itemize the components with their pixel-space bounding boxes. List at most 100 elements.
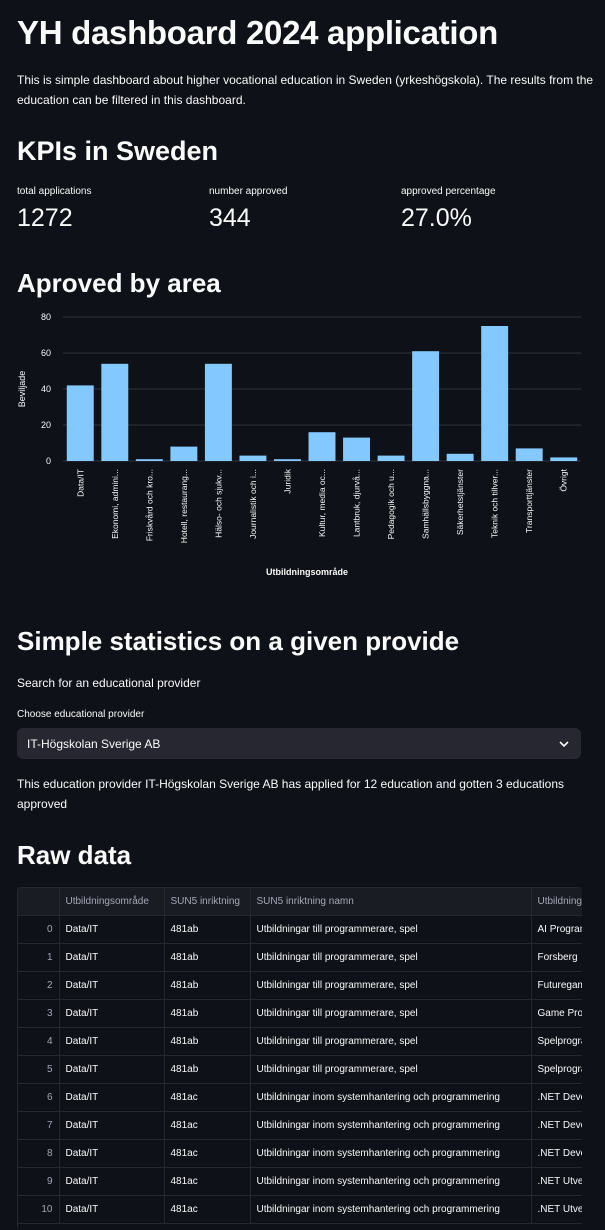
column-header[interactable]: Utbildningsområde — [59, 888, 165, 916]
row-index[interactable]: 6 — [18, 1083, 60, 1112]
table-cell[interactable]: 481ab — [164, 943, 251, 972]
x-tick-label: Data/IT — [75, 469, 85, 497]
row-index[interactable]: 0 — [18, 915, 60, 944]
bar — [515, 448, 543, 461]
y-tick-label: 20 — [41, 420, 51, 430]
table-cell[interactable]: Utbildningar inom systemhantering och pr… — [250, 1195, 532, 1224]
table-cell[interactable]: 481ab — [164, 999, 251, 1028]
table-row: 8 Data/IT 481ac Utbildningar inom systemhan… — [18, 1139, 582, 1168]
table-cell[interactable]: 481ac — [164, 1139, 251, 1168]
column-header[interactable]: SUN5 inriktning namn — [250, 888, 532, 916]
table-cell[interactable]: Spelprogrammerare — [531, 1055, 582, 1084]
x-tick-label: Samhällsbyggna... — [421, 469, 431, 539]
provider-select-value: IT-Högskolan Sverige AB — [27, 736, 161, 751]
table-cell[interactable]: .NET Developer — [531, 1139, 582, 1168]
bar — [412, 351, 440, 461]
chevron-down-icon[interactable] — [557, 737, 571, 751]
table-row: 6 Data/IT 481ac Utbildningar inom systemhan… — [18, 1083, 582, 1112]
provider-select[interactable]: IT-Högskolan Sverige AB — [17, 728, 581, 759]
x-tick-label: Ekonomi, admini... — [110, 469, 120, 539]
table-cell[interactable]: 481ac — [164, 1111, 251, 1140]
raw-data-heading: Raw data — [17, 840, 132, 870]
table-cell[interactable]: Data/IT — [59, 1167, 165, 1196]
row-index[interactable]: 9 — [18, 1167, 60, 1196]
table-cell[interactable]: Data/IT — [59, 1055, 165, 1084]
table-cell[interactable]: .NET Developer — [531, 1083, 582, 1112]
table-cell[interactable]: 481ab — [164, 1055, 251, 1084]
table-cell[interactable]: Spelprogrammerare — [531, 1027, 582, 1056]
row-index[interactable]: 1 — [18, 943, 60, 972]
row-index[interactable]: 10 — [18, 1195, 60, 1224]
table-cell[interactable]: Data/IT — [59, 915, 165, 944]
column-header-index[interactable] — [18, 888, 60, 916]
x-tick-label: Transporttjänster — [524, 469, 534, 533]
row-index[interactable]: 3 — [18, 999, 60, 1028]
table-cell[interactable]: Utbildningar till programmerare, spel — [250, 999, 532, 1028]
table-cell[interactable]: Utbildningar inom systemhantering och pr… — [250, 1139, 532, 1168]
table-cell[interactable]: Data/IT — [59, 1195, 165, 1224]
table-cell[interactable]: .NET Utvecklare — [531, 1195, 582, 1224]
table-cell[interactable]: 481ab — [164, 971, 251, 1000]
table-cell[interactable]: 481ac — [164, 1167, 251, 1196]
table-cell[interactable]: Data/IT — [59, 1139, 165, 1168]
table-cell[interactable]: Data/IT — [59, 1111, 165, 1140]
row-index[interactable]: 2 — [18, 971, 60, 1000]
x-tick-label: Lantbruk, djurvå... — [352, 469, 362, 537]
bar — [66, 385, 94, 461]
bar — [377, 455, 405, 461]
table-cell[interactable]: 481ab — [164, 1027, 251, 1056]
column-header[interactable]: SUN5 inriktning — [164, 888, 251, 916]
bar — [343, 437, 371, 461]
x-tick-label: Säkerhetstjänster — [455, 469, 465, 535]
row-index[interactable]: 7 — [18, 1111, 60, 1140]
table-cell[interactable]: 481ac — [164, 1083, 251, 1112]
table-cell[interactable]: Data/IT — [59, 1027, 165, 1056]
table-cell[interactable]: Utbildningar till programmerare, spel — [250, 1027, 532, 1056]
row-index[interactable]: 8 — [18, 1139, 60, 1168]
x-tick-label: Juridik — [282, 468, 292, 493]
table-cell[interactable]: Utbildningar till programmerare, spel — [250, 971, 532, 1000]
table-cell[interactable]: 481ac — [164, 1195, 251, 1224]
table-cell[interactable]: Forsberg — [531, 943, 582, 972]
table-cell[interactable]: Data/IT — [59, 943, 165, 972]
search-provider-text: Search for an educational provider — [17, 676, 201, 690]
column-header[interactable]: Utbildningsnamn — [531, 888, 582, 916]
choose-provider-label: Choose educational provider — [17, 709, 145, 720]
y-tick-label: 0 — [46, 456, 51, 466]
table-cell[interactable]: Utbildningar inom systemhantering och pr… — [250, 1111, 532, 1140]
table-cell[interactable]: Utbildningar till programmerare, spel — [250, 1055, 532, 1084]
x-axis-label: Utbildningsområde — [266, 567, 348, 577]
table-row: 7 Data/IT 481ac Utbildningar inom systemhan… — [18, 1111, 582, 1140]
table-cell[interactable]: Utbildningar till programmerare, spel — [250, 915, 532, 944]
table-cell[interactable]: .NET Developer — [531, 1111, 582, 1140]
table-row: 1 Data/IT 481ab Utbildningar till programme… — [18, 943, 582, 972]
kpi-row: total applications 1272 number approved … — [17, 186, 581, 236]
x-tick-label: Journalistik och i... — [248, 469, 258, 539]
bar — [273, 459, 301, 461]
table-cell[interactable]: AI Programmer — [531, 915, 582, 944]
y-axis-label: Beviljade — [17, 371, 27, 408]
area-heading: Aproved by area — [17, 268, 221, 298]
row-index[interactable]: 5 — [18, 1055, 60, 1084]
table-cell[interactable]: Game Programmer — [531, 999, 582, 1028]
kpi-label: number approved — [209, 186, 288, 197]
table-cell[interactable]: Utbildningar inom systemhantering och pr… — [250, 1167, 532, 1196]
table-cell[interactable]: Data/IT — [59, 999, 165, 1028]
x-tick-label: Kultur, media oc... — [317, 469, 327, 537]
intro-text: This is simple dashboard about higher vo… — [17, 73, 594, 107]
bar — [446, 453, 474, 461]
row-index[interactable]: 4 — [18, 1027, 60, 1056]
table-cell[interactable]: Futuregames — [531, 971, 582, 1000]
table-header-row: Utbildningsområde SUN5 inriktning SUN5 i… — [18, 888, 582, 916]
table-cell[interactable]: Utbildningar inom systemhantering och pr… — [250, 1083, 532, 1112]
bar-chart-svg: 0 20 40 60 80 Data/IT Ekonomi, admini... Friskv… — [17, 312, 581, 577]
table-row: 9 Data/IT 481ac Utbildningar inom systemhan… — [18, 1167, 582, 1196]
table-cell[interactable]: Data/IT — [59, 971, 165, 1000]
table-cell[interactable]: 481ab — [164, 915, 251, 944]
raw-data-table[interactable]: Utbildningsområde SUN5 inriktning SUN5 i… — [17, 887, 582, 1230]
x-tick-label: Hotell, restaurang... — [179, 469, 189, 543]
table-cell[interactable]: .NET Utvecklare — [531, 1167, 582, 1196]
table-cell[interactable]: Data/IT — [59, 1083, 165, 1112]
kpi-value: 27.0% — [401, 204, 472, 232]
table-cell[interactable]: Utbildningar till programmerare, spel — [250, 943, 532, 972]
